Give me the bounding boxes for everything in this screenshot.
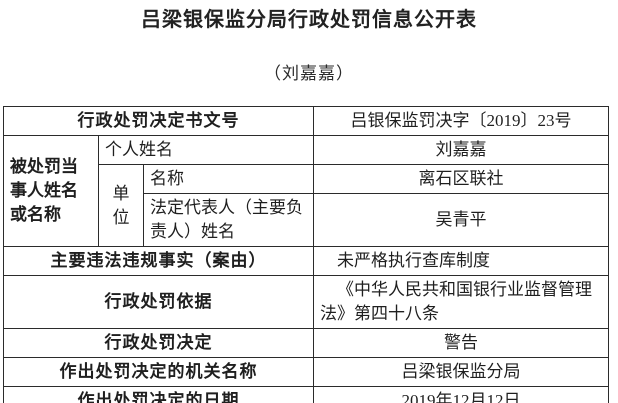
decision-label: 行政处罚决定 <box>2 328 315 358</box>
authority-value: 吕梁银保监分局 <box>313 357 610 387</box>
unit-name-value: 离石区联社 <box>313 164 610 194</box>
row-legal-rep: 法定代表人（主要负责人）姓名 吴青平 <box>4 193 610 247</box>
basis-label: 行政处罚依据 <box>2 275 315 329</box>
page-subtitle: （刘嘉嘉） <box>264 64 354 83</box>
doc-number-label: 行政处罚决定书文号 <box>2 106 315 136</box>
personal-name-label: 个人姓名 <box>97 135 315 165</box>
page-title: 吕梁银保监分局行政处罚信息公开表 <box>141 9 477 31</box>
date-label: 作出处罚决定的日期 <box>2 386 315 403</box>
row-date: 作出处罚决定的日期 2019年12月12日 <box>2 386 610 403</box>
unit-label: 单位 <box>98 164 144 247</box>
row-authority: 作出处罚决定的机关名称 吕梁银保监分局 <box>2 357 610 387</box>
decision-value: 警告 <box>313 328 610 358</box>
personal-name-value: 刘嘉嘉 <box>313 135 610 165</box>
row-violation: 主要违法违规事实（案由） 未严格执行查库制度 <box>2 246 610 276</box>
date-value: 2019年12月12日 <box>313 386 610 403</box>
row-decision: 行政处罚决定 警告 <box>2 328 610 358</box>
legal-rep-label: 法定代表人（主要负责人）姓名 <box>142 193 315 247</box>
doc-number-value: 吕银保监罚决字〔2019〕23号 <box>313 106 610 136</box>
basis-value: 《中华人民共和国银行业监督管理法》第四十八条 <box>313 275 610 329</box>
row-doc-number: 行政处罚决定书文号 吕银保监罚决字〔2019〕23号 <box>2 106 610 136</box>
penalty-table: 行政处罚决定书文号 吕银保监罚决字〔2019〕23号 被处罚当事人姓名或名称 个… <box>2 106 610 403</box>
legal-rep-value: 吴青平 <box>313 193 610 247</box>
authority-label: 作出处罚决定的机关名称 <box>2 357 315 387</box>
violation-label: 主要违法违规事实（案由） <box>2 246 315 276</box>
row-personal-name: 被处罚当事人姓名或名称 个人姓名 刘嘉嘉 <box>3 135 610 247</box>
unit-name-label: 名称 <box>142 164 315 194</box>
row-basis: 行政处罚依据 《中华人民共和国银行业监督管理法》第四十八条 <box>2 275 610 329</box>
row-unit-name: 单位 名称 离石区联社 <box>4 164 610 247</box>
violation-value: 未严格执行查库制度 <box>313 246 610 276</box>
party-group-label: 被处罚当事人姓名或名称 <box>3 135 99 247</box>
